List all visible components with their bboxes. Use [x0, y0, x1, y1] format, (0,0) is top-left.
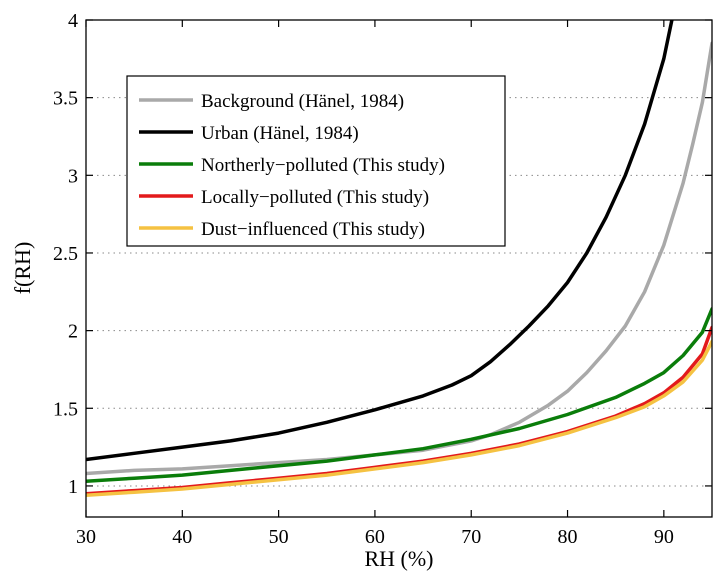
x-tick-label-6: 90 [654, 526, 674, 548]
legend-label-3: Locally−polluted (This study) [201, 187, 429, 208]
x-tick-label-3: 60 [365, 526, 385, 548]
y-tick-label-3: 2.5 [53, 243, 78, 265]
axis-ticks: 1 1.5 2 2.5 3 3.5 4 30 40 50 60 70 80 90 [53, 10, 712, 548]
x-tick-label-2: 50 [269, 526, 289, 548]
legend-label-1: Urban (Hänel, 1984) [201, 123, 359, 144]
series-layer [86, 20, 712, 498]
y-axis-label: f(RH) [10, 242, 35, 295]
series-line-4 [86, 339, 712, 498]
y-tick-label-4: 3 [68, 165, 78, 187]
x-tick-label-1: 40 [172, 526, 192, 548]
x-tick-label-5: 80 [558, 526, 578, 548]
x-tick-label-0: 30 [76, 526, 96, 548]
y-tick-label-2: 2 [68, 321, 78, 343]
y-tick-label-0: 1 [68, 476, 78, 498]
x-tick-label-4: 70 [461, 526, 481, 548]
series-line-2 [86, 307, 712, 484]
y-tick-label-5: 3.5 [53, 88, 78, 110]
y-tick-label-6: 4 [68, 10, 78, 32]
legend: Background (Hänel, 1984) Urban (Hänel, … [126, 75, 506, 247]
legend-label-4: Dust−influenced (This study) [201, 219, 425, 240]
series-line-1 [86, 20, 674, 462]
legend-label-2: Northerly−polluted (This study) [201, 155, 445, 176]
y-tick-label-1: 1.5 [53, 398, 78, 420]
legend-label-0: Background (Hänel, 1984) [201, 91, 404, 112]
legend-box [126, 75, 506, 247]
series-line-0 [86, 41, 712, 476]
x-axis-label: RH (%) [364, 546, 433, 571]
plot-frame [85, 19, 713, 518]
